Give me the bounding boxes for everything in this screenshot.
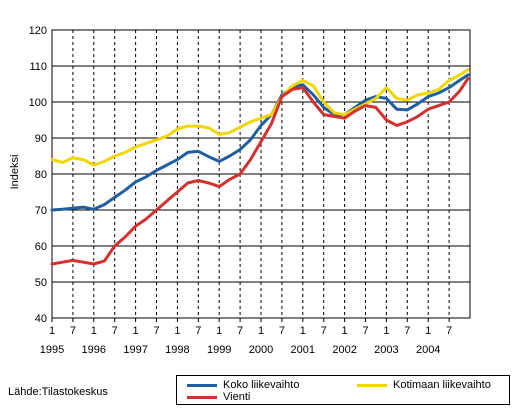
x-year-label: 1996 [82,344,106,356]
legend-swatch-kotimaan [357,383,387,387]
y-tick-label: 90 [35,133,47,145]
y-tick-label: 100 [29,97,47,109]
x-year-label: 1995 [40,344,64,356]
y-axis-label: Indeksi [9,155,21,190]
y-tick-label: 50 [35,277,47,289]
x-tick-label: 1 [383,325,389,337]
x-year-label: 2000 [249,344,273,356]
grid-layer [52,29,470,318]
x-tick-label: 7 [404,325,410,337]
x-year-label: 2003 [374,344,398,356]
legend-item-koko: Koko liikevaihto [187,379,299,391]
legend-item-kotimaan: Kotimaan liikevaihto [357,379,491,391]
y-tick-label: 120 [29,25,47,37]
y-tick-label: 110 [29,61,47,73]
x-tick-label: 7 [70,325,76,337]
x-tick-label: 1 [91,325,97,337]
legend-item-vienti: Vienti [187,391,250,403]
y-tick-label: 70 [35,205,47,217]
x-tick-label: 1 [425,325,431,337]
legend-swatch-koko [187,383,217,387]
series-line-1 [50,68,470,167]
series-layer [50,68,470,266]
x-tick-label: 1 [133,325,139,337]
x-tick-label: 7 [446,325,452,337]
x-tick-label: 1 [258,325,264,337]
x-year-label: 1997 [123,344,147,356]
y-tick-label: 80 [35,169,47,181]
x-tick-label: 1 [49,325,55,337]
x-tick-label: 1 [300,325,306,337]
x-year-label: 2001 [291,344,315,356]
series-line-0 [50,73,470,212]
y-tick-label: 60 [35,241,47,253]
x-year-label: 1998 [165,344,189,356]
x-tick-label: 7 [279,325,285,337]
x-tick-label: 7 [195,325,201,337]
legend-label-kotimaan: Kotimaan liikevaihto [393,379,491,391]
legend-label-koko: Koko liikevaihto [223,379,300,391]
plot-frame [51,29,471,319]
x-tick-label: 1 [342,325,348,337]
y-tick-label: 40 [35,313,47,325]
x-tick-label: 7 [112,325,118,337]
legend-swatch-vienti [187,395,217,399]
x-tick-label: 7 [237,325,243,337]
x-tick-label: 1 [216,325,222,337]
legend-label-vienti: Vienti [223,391,251,403]
x-year-label: 2002 [332,344,356,356]
x-tick-label: 7 [321,325,327,337]
x-year-label: 1999 [207,344,231,356]
source-note: Lähde:Tilastokeskus [8,386,108,398]
x-year-label: 2004 [416,344,440,356]
series-line-2 [50,77,470,266]
x-tick-label: 7 [153,325,159,337]
x-tick-label: 7 [362,325,368,337]
x-tick-label: 1 [174,325,180,337]
legend: Koko liikevaihto Vienti Kotimaan liikeva… [176,375,510,405]
